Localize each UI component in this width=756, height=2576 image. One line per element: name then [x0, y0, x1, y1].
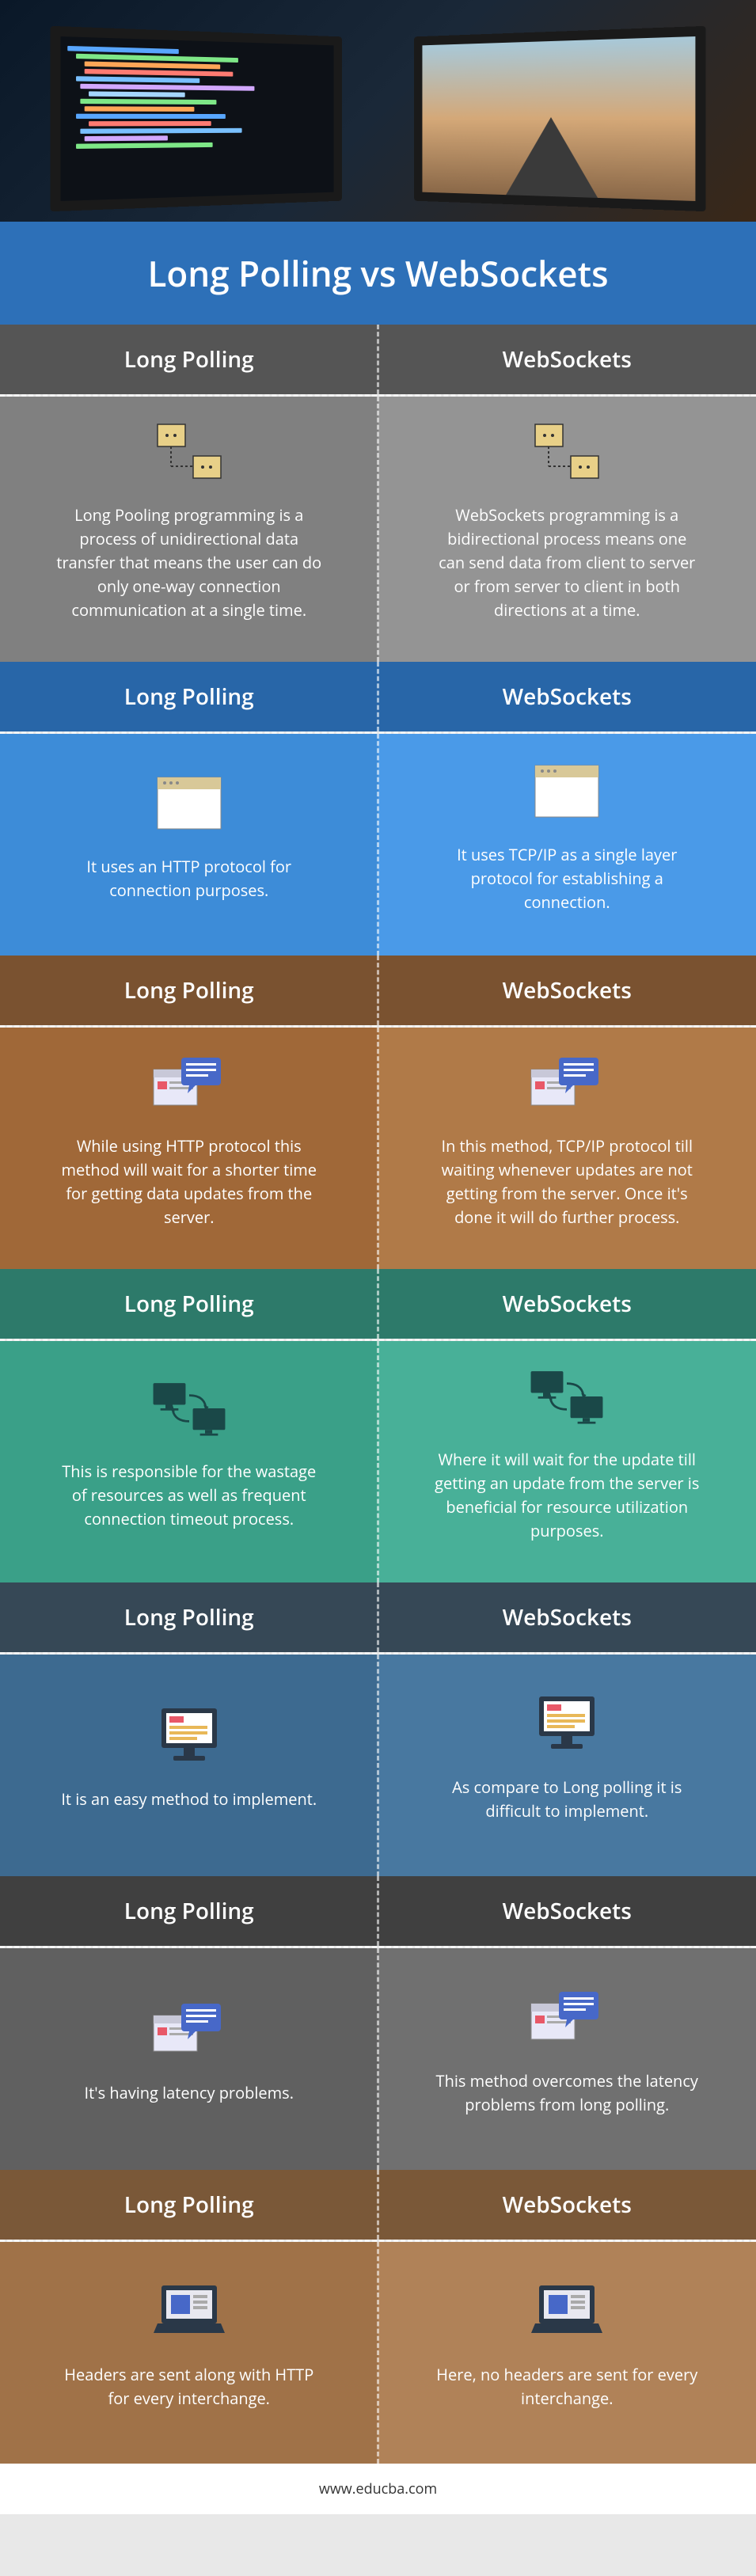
- left-text: This is responsible for the wastage of r…: [55, 1460, 324, 1531]
- right-text: In this method, TCP/IP protocol till wai…: [432, 1134, 701, 1229]
- code-monitor-icon: [50, 26, 341, 211]
- right-content: This method overcomes the latency proble…: [378, 1948, 756, 2170]
- left-header: Long Polling: [0, 1876, 378, 1946]
- screens-transfer-icon: [150, 1377, 229, 1440]
- left-header: Long Polling: [0, 325, 378, 394]
- right-content: As compare to Long polling it is difficu…: [378, 1655, 756, 1876]
- left-text: Long Pooling programming is a process of…: [55, 503, 324, 622]
- left-text: While using HTTP protocol this method wi…: [55, 1134, 324, 1229]
- right-header-label: WebSockets: [503, 1602, 632, 1632]
- left-content: It is an easy method to implement.: [0, 1655, 378, 1876]
- computer-icon: [150, 1704, 229, 1768]
- right-content: Here, no headers are sent for every inte…: [378, 2242, 756, 2464]
- left-text: Headers are sent along with HTTP for eve…: [55, 2363, 324, 2411]
- window-icon: [150, 772, 229, 835]
- right-header-label: WebSockets: [503, 975, 632, 1005]
- section-content-row: It uses an HTTP protocol for connection …: [0, 731, 756, 956]
- right-header-label: WebSockets: [503, 682, 632, 712]
- laptop-icon: [150, 2280, 229, 2343]
- left-content: Long Pooling programming is a process of…: [0, 397, 378, 662]
- left-header-label: Long Polling: [124, 2190, 254, 2220]
- right-header: WebSockets: [378, 2170, 756, 2240]
- infographic-container: Long Polling vs WebSockets Long Polling W…: [0, 0, 756, 2514]
- section-header-row: Long Polling WebSockets: [0, 662, 756, 731]
- right-text: This method overcomes the latency proble…: [432, 2069, 701, 2117]
- right-header: WebSockets: [378, 956, 756, 1025]
- right-text: Here, no headers are sent for every inte…: [432, 2363, 701, 2411]
- left-header-label: Long Polling: [124, 682, 254, 712]
- hero-image: [0, 0, 756, 222]
- section-content-row: It is an easy method to implement. As com…: [0, 1652, 756, 1876]
- right-header: WebSockets: [378, 1582, 756, 1652]
- left-header: Long Polling: [0, 1269, 378, 1339]
- right-text: It uses TCP/IP as a single layer protoco…: [432, 843, 701, 914]
- right-text: Where it will wait for the update till g…: [432, 1448, 701, 1543]
- left-header-label: Long Polling: [124, 1896, 254, 1926]
- left-header: Long Polling: [0, 1582, 378, 1652]
- section-content-row: It's having latency problems. This method…: [0, 1946, 756, 2170]
- laptop-icon: [527, 2280, 606, 2343]
- left-content: It uses an HTTP protocol for connection …: [0, 734, 378, 956]
- left-header-label: Long Polling: [124, 1289, 254, 1319]
- section-header-row: Long Polling WebSockets: [0, 1269, 756, 1339]
- left-content: It's having latency problems.: [0, 1948, 378, 2170]
- footer-text: www.educba.com: [0, 2464, 756, 2514]
- chat-window-icon: [150, 1998, 229, 2061]
- left-header: Long Polling: [0, 662, 378, 731]
- left-content: Headers are sent along with HTTP for eve…: [0, 2242, 378, 2464]
- right-header: WebSockets: [378, 1269, 756, 1339]
- right-header-label: WebSockets: [503, 1896, 632, 1926]
- chat-window-icon: [150, 1051, 229, 1115]
- screens-transfer-icon: [527, 1365, 606, 1428]
- right-header-label: WebSockets: [503, 2190, 632, 2220]
- section-content-row: Long Pooling programming is a process of…: [0, 394, 756, 662]
- right-content: It uses TCP/IP as a single layer protoco…: [378, 734, 756, 956]
- network-nodes-icon: [150, 420, 229, 484]
- network-nodes-icon: [527, 420, 606, 484]
- right-content: WebSockets programming is a bidirectiona…: [378, 397, 756, 662]
- right-content: In this method, TCP/IP protocol till wai…: [378, 1028, 756, 1269]
- left-text: It's having latency problems.: [85, 2081, 294, 2105]
- left-text: It uses an HTTP protocol for connection …: [55, 855, 324, 902]
- window-icon: [527, 760, 606, 823]
- left-content: While using HTTP protocol this method wi…: [0, 1028, 378, 1269]
- right-header-label: WebSockets: [503, 1289, 632, 1319]
- section-content-row: While using HTTP protocol this method wi…: [0, 1025, 756, 1269]
- page-title: Long Polling vs WebSockets: [0, 222, 756, 325]
- left-content: This is responsible for the wastage of r…: [0, 1341, 378, 1582]
- right-header: WebSockets: [378, 1876, 756, 1946]
- section-header-row: Long Polling WebSockets: [0, 2170, 756, 2240]
- computer-icon: [527, 1693, 606, 1756]
- left-header: Long Polling: [0, 2170, 378, 2240]
- right-content: Where it will wait for the update till g…: [378, 1341, 756, 1582]
- chat-window-icon: [527, 1051, 606, 1115]
- left-header-label: Long Polling: [124, 1602, 254, 1632]
- right-text: As compare to Long polling it is difficu…: [432, 1776, 701, 1823]
- section-header-row: Long Polling WebSockets: [0, 325, 756, 394]
- right-header: WebSockets: [378, 325, 756, 394]
- right-header: WebSockets: [378, 662, 756, 731]
- section-header-row: Long Polling WebSockets: [0, 956, 756, 1025]
- left-header-label: Long Polling: [124, 975, 254, 1005]
- section-content-row: This is responsible for the wastage of r…: [0, 1339, 756, 1582]
- section-content-row: Headers are sent along with HTTP for eve…: [0, 2240, 756, 2464]
- left-header: Long Polling: [0, 956, 378, 1025]
- right-text: WebSockets programming is a bidirectiona…: [432, 503, 701, 622]
- left-text: It is an easy method to implement.: [61, 1788, 317, 1811]
- landscape-monitor-icon: [414, 26, 705, 211]
- section-header-row: Long Polling WebSockets: [0, 1582, 756, 1652]
- right-header-label: WebSockets: [503, 344, 632, 374]
- chat-window-icon: [527, 1986, 606, 2050]
- left-header-label: Long Polling: [124, 344, 254, 374]
- section-header-row: Long Polling WebSockets: [0, 1876, 756, 1946]
